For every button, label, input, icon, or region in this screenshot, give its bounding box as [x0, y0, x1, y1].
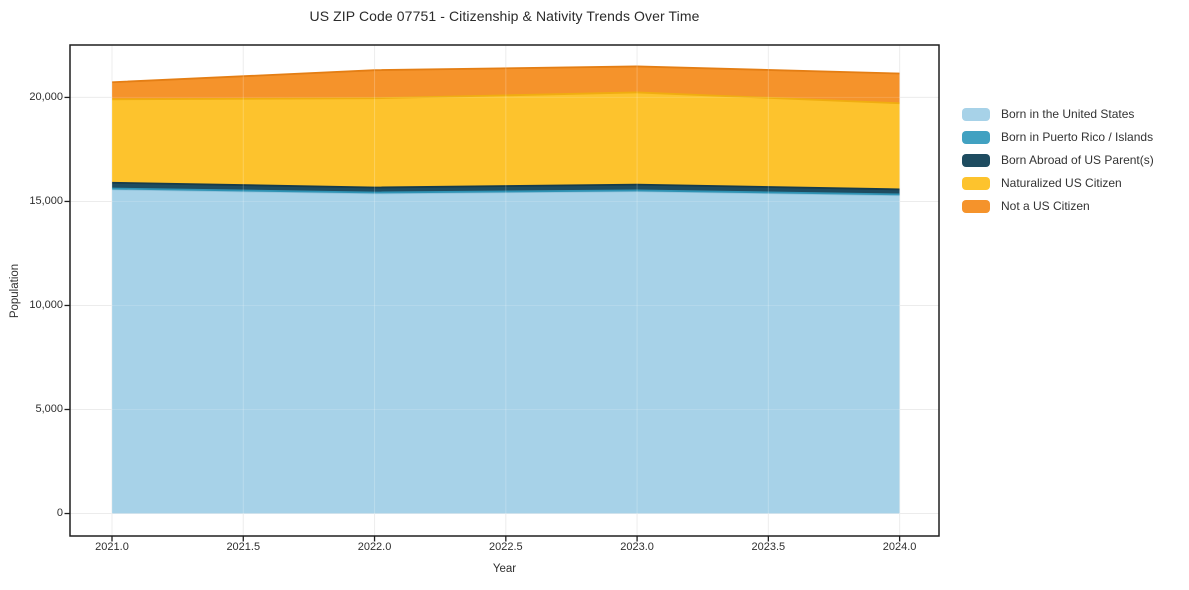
- legend-swatch[interactable]: [962, 108, 990, 121]
- area-naturalized-us-citizen[interactable]: [112, 92, 900, 190]
- legend-item[interactable]: Born Abroad of US Parent(s): [962, 154, 1154, 167]
- legend: Born in the United States Born in Puerto…: [962, 108, 1154, 213]
- trace-line: [111, 65, 900, 84]
- chart-title: US ZIP Code 07751 - Citizenship & Nativi…: [309, 8, 700, 24]
- x-tick-label: 2021.5: [226, 541, 261, 553]
- x-tick-label: 2022.0: [357, 541, 392, 553]
- legend-label: Born in Puerto Rico / Islands: [1001, 130, 1154, 144]
- trace-line: [111, 187, 900, 196]
- x-axis-title: Year: [492, 563, 517, 575]
- x-tick-label: 2023.5: [751, 541, 786, 553]
- trace-line: [112, 91, 900, 105]
- legend-label: Naturalized US Citizen: [1001, 176, 1122, 190]
- y-tick-label: 10,000: [29, 298, 63, 311]
- y-tick-label: 0: [56, 507, 63, 520]
- area-not-a-us-citizen[interactable]: [112, 66, 900, 104]
- x-tick-label: 2021.0: [95, 541, 129, 553]
- legend-label: Born in the United States: [1001, 107, 1135, 121]
- area-born-in-the-united-states[interactable]: [112, 189, 900, 514]
- legend-item[interactable]: Born in Puerto Rico / Islands: [962, 131, 1154, 144]
- x-tick-label: 2024.0: [882, 541, 917, 553]
- legend-item[interactable]: Born in the United States: [962, 108, 1154, 121]
- y-tick-label: 15,000: [29, 194, 63, 207]
- legend-swatch[interactable]: [962, 154, 990, 167]
- y-axis-title: Population: [9, 263, 21, 319]
- legend-label: Not a US Citizen: [1001, 199, 1090, 213]
- legend-label: Born Abroad of US Parent(s): [1001, 153, 1154, 167]
- y-tick-label: 20,000: [29, 90, 63, 103]
- legend-item[interactable]: Not a US Citizen: [962, 200, 1154, 213]
- y-tick-label: 5,000: [35, 403, 63, 415]
- plot-border: [69, 44, 940, 537]
- trace-line: [111, 181, 900, 191]
- legend-swatch[interactable]: [962, 200, 990, 213]
- legend-swatch[interactable]: [962, 177, 990, 190]
- x-tick-label: 2023.0: [620, 541, 654, 553]
- legend-item[interactable]: Naturalized US Citizen: [962, 177, 1154, 190]
- legend-swatch[interactable]: [962, 131, 990, 144]
- x-tick-label: 2022.5: [488, 541, 523, 553]
